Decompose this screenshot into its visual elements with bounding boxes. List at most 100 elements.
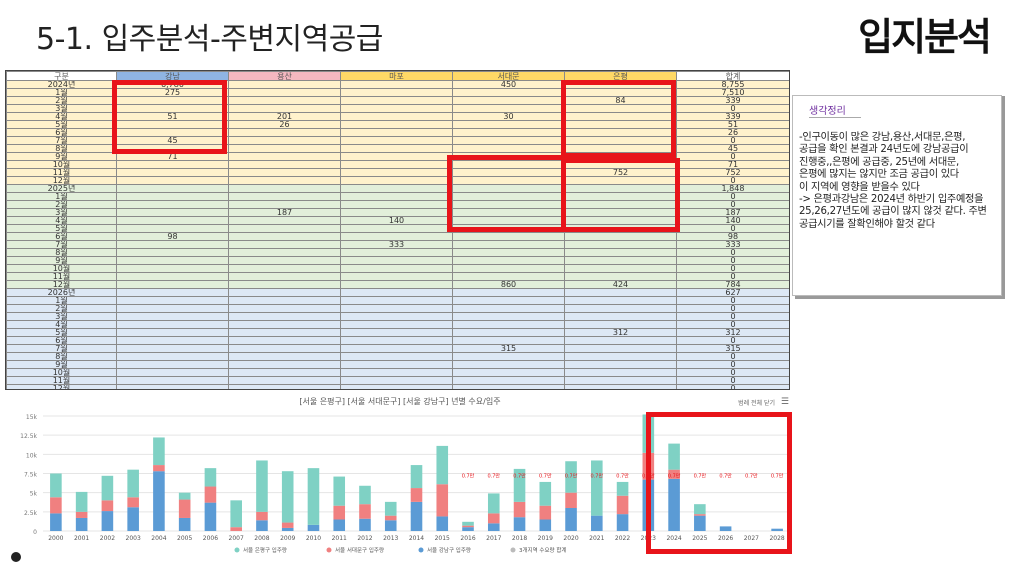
bar-segment <box>384 515 397 521</box>
x-tick-label: 2017 <box>486 535 501 542</box>
table-row: 12월 0 <box>6 384 789 389</box>
table-cell <box>116 344 229 353</box>
table-row: 2월 84 339 <box>6 96 789 105</box>
table-cell <box>340 336 453 345</box>
table-cell: 424 <box>564 280 677 289</box>
table-cell <box>228 352 341 361</box>
demand-point-label: 0.7만 <box>694 472 707 479</box>
table-cell <box>452 96 565 105</box>
x-tick-label: 2004 <box>151 535 166 542</box>
demand-point-label: 0.7만 <box>565 472 578 479</box>
table-cell <box>340 120 453 129</box>
note-heading: 생각정리 <box>809 102 861 118</box>
table-cell <box>340 168 453 177</box>
table-cell <box>340 304 453 313</box>
bar-segment <box>462 525 474 528</box>
hamburger-icon[interactable]: ☰ <box>780 397 789 407</box>
table-cell: 0 <box>676 104 789 113</box>
table-cell <box>340 104 453 113</box>
table-cell <box>116 328 229 337</box>
table-cell <box>228 216 341 225</box>
table-cell <box>340 376 453 385</box>
bar-segment <box>410 488 423 502</box>
bar-segment <box>694 504 706 515</box>
bar-segment <box>436 516 449 531</box>
note-body: -인구이동이 많은 강남,용산,서대문,은평, 공급을 확인 본결과 24년도에… <box>799 132 987 230</box>
table-cell: 11월 <box>6 168 117 177</box>
bar-segment <box>127 507 139 531</box>
table-cell: 3월 <box>6 208 117 217</box>
table-cell: 339 <box>676 112 789 121</box>
bar-segment <box>178 517 191 531</box>
x-tick-label: 2001 <box>74 535 89 542</box>
table-cell: 0 <box>676 368 789 377</box>
table-cell <box>452 328 565 337</box>
bar-segment <box>101 511 114 531</box>
table-cell <box>340 352 453 361</box>
table-cell: 6월 <box>6 336 117 345</box>
x-tick-label: 2022 <box>615 535 630 542</box>
x-tick-label: 2010 <box>306 535 321 542</box>
table-cell: 4월 <box>6 112 117 121</box>
table-cell: 0 <box>676 376 789 385</box>
table-cell <box>340 320 453 329</box>
legend-marker <box>326 547 332 553</box>
table-row: 8월 0 <box>6 248 789 257</box>
table-cell: 3월 <box>6 104 117 113</box>
table-cell: 450 <box>452 80 565 89</box>
table-cell: 0 <box>676 312 789 321</box>
table-cell <box>564 272 677 281</box>
table-cell <box>564 344 677 353</box>
note-scrollbar <box>1002 96 1005 295</box>
table-cell: 7,510 <box>676 88 789 97</box>
table-cell <box>228 192 341 201</box>
bar-segment <box>281 471 294 523</box>
bar-segment <box>487 513 500 524</box>
x-tick-label: 2000 <box>48 535 63 542</box>
table-cell <box>564 376 677 385</box>
bar-segment <box>539 505 552 520</box>
demand-point-label: 0.7만 <box>487 472 500 479</box>
table-row: 1월 275 7,510 <box>6 88 789 97</box>
bar-segment <box>668 469 680 479</box>
y-tick-label: 15k <box>26 414 38 421</box>
table-cell <box>228 184 341 193</box>
legend-toggle-button[interactable]: 범례 전체 닫기 <box>738 400 775 407</box>
table-cell: 1월 <box>6 296 117 305</box>
table-cell <box>340 312 453 321</box>
y-tick-label: 12.5k <box>20 433 37 440</box>
bar-segment <box>204 502 217 531</box>
table-cell <box>340 152 453 161</box>
table-cell <box>452 128 565 137</box>
demand-point-label: 0.7만 <box>591 472 604 479</box>
table-cell: 11월 <box>6 272 117 281</box>
table-cell <box>452 144 565 153</box>
bar-segment <box>50 473 62 498</box>
table-cell <box>564 288 677 297</box>
table-cell <box>452 304 565 313</box>
table-cell: 3월 <box>6 312 117 321</box>
table-cell <box>564 352 677 361</box>
table-cell <box>228 176 341 185</box>
demand-point-label: 0.7만 <box>539 472 552 479</box>
table-cell: 8,755 <box>676 80 789 89</box>
table-row: 3월 0 <box>6 312 789 321</box>
table-header-cell: 서대문 <box>452 71 565 81</box>
table-header-cell: 용산 <box>228 71 341 81</box>
table-cell: 312 <box>676 328 789 337</box>
table-cell <box>340 144 453 153</box>
bar-segment <box>307 524 320 531</box>
bar-segment <box>487 493 500 514</box>
bar-segment <box>668 443 680 470</box>
highlight-eunpyeong-2024 <box>561 80 676 158</box>
table-cell <box>228 360 341 369</box>
table-cell <box>564 336 677 345</box>
table-cell <box>116 256 229 265</box>
table-cell <box>340 224 453 233</box>
bar-segment <box>410 465 423 489</box>
bar-segment <box>281 522 294 528</box>
table-cell: 71 <box>676 160 789 169</box>
bar-segment <box>153 437 165 466</box>
table-cell <box>116 208 229 217</box>
table-cell <box>452 256 565 265</box>
